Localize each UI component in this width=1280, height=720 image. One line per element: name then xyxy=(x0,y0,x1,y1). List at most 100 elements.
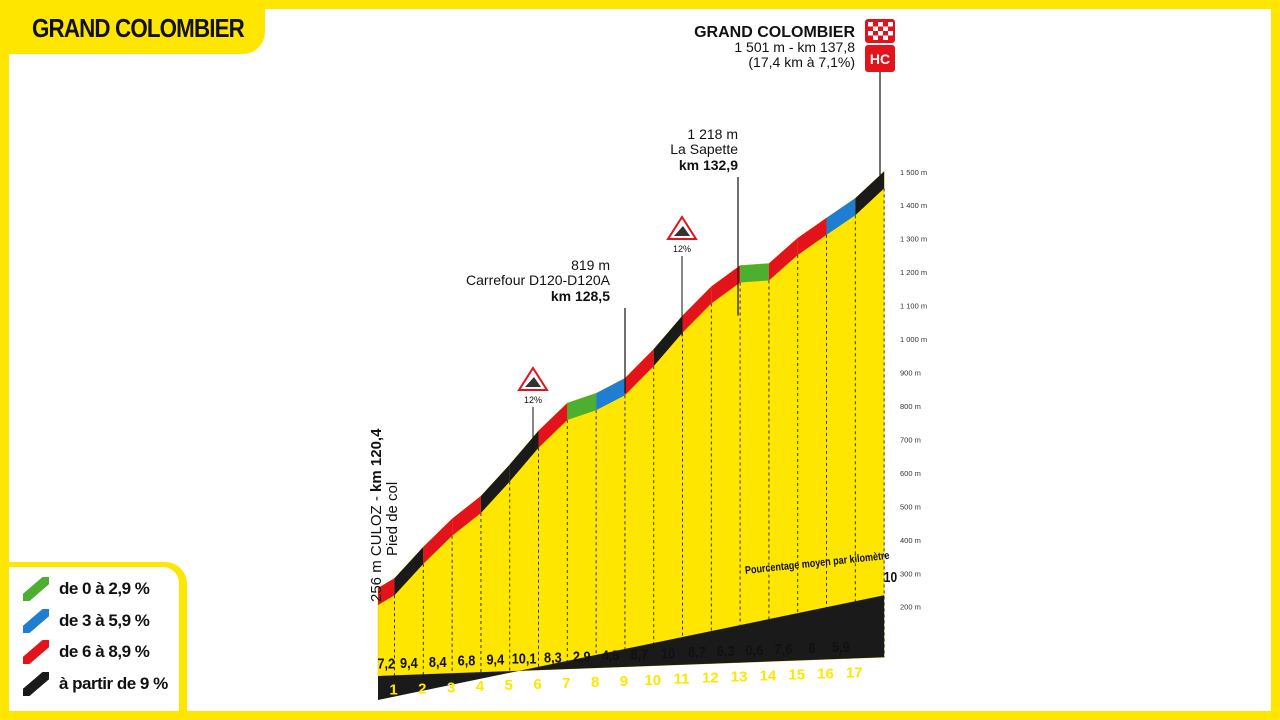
final-segment-gradient-label: 10 xyxy=(884,569,897,586)
km-label: 16 xyxy=(817,665,834,682)
flag-square xyxy=(883,26,888,31)
summit-climb-stats: (17,4 km à 7,1%) xyxy=(748,54,855,70)
gradient-segment xyxy=(624,349,654,396)
legend-item-3-6: de 3 à 5,9 % xyxy=(23,608,150,634)
flag-square xyxy=(878,31,883,36)
steep-sign xyxy=(666,215,698,240)
gradient-value-label: 6,8 xyxy=(458,652,476,669)
gradient-value-label: 8,7 xyxy=(688,643,706,660)
altitude-tick-label: 600 m xyxy=(900,469,921,478)
km-label: 9 xyxy=(620,673,628,690)
km-axis-band xyxy=(378,595,885,700)
gradient-segment xyxy=(538,402,568,448)
flag-square xyxy=(878,22,883,27)
category-label: HC xyxy=(870,51,890,67)
km-label: 1 xyxy=(389,681,397,698)
mountain-icon xyxy=(525,377,541,387)
legend-label: de 6 à 8,9 % xyxy=(59,642,150,661)
summit-altitude-km: 1 501 m - km 137,8 xyxy=(734,39,855,55)
altitude-tick-label: 1 400 m xyxy=(900,201,927,210)
flag-square xyxy=(873,26,878,31)
km-label: 4 xyxy=(476,678,485,695)
km-label: 6 xyxy=(533,676,541,693)
gradient-value-label: 8,7 xyxy=(630,645,648,662)
legend-label: à partir de 9 % xyxy=(59,674,168,693)
gradient-segment xyxy=(567,393,597,420)
km-label: 7 xyxy=(562,675,570,692)
legend-label: de 3 à 5,9 % xyxy=(59,611,150,630)
gradient-value-label: 6 xyxy=(809,639,816,656)
altitude-tick-label: 1 100 m xyxy=(900,302,927,311)
altitude-tick-label: 1 200 m xyxy=(900,268,927,277)
km-label: 2 xyxy=(418,680,426,697)
altitude-tick-label: 400 m xyxy=(900,536,921,545)
legend-panel: de 0 à 2,9 % de 3 à 5,9 % de 6 à 8,9 % à… xyxy=(9,567,179,711)
annotation-altitude: 819 m xyxy=(571,257,610,273)
altitude-tick-label: 900 m xyxy=(900,369,921,378)
km-label: 5 xyxy=(505,677,513,694)
km-label: 11 xyxy=(674,671,690,688)
gradient-value-label: 7,6 xyxy=(774,640,792,657)
gradient-value-label: 4,5 xyxy=(602,646,620,663)
gradient-segment xyxy=(740,263,769,283)
start-note-label: Pied de col xyxy=(384,482,401,556)
altitude-tick-label: 1 500 m xyxy=(900,168,927,177)
gradient-segment xyxy=(826,198,856,235)
summit-name: GRAND COLOMBIER xyxy=(694,24,855,41)
km-label: 15 xyxy=(788,666,805,683)
altitude-tick-label: 1 000 m xyxy=(900,335,927,344)
green-swatch-icon xyxy=(23,577,49,601)
gradient-value-label: 2,9 xyxy=(573,647,591,664)
km-label: 3 xyxy=(447,679,455,696)
km-label: 17 xyxy=(846,664,863,681)
flag-square xyxy=(873,35,878,40)
km-label: 14 xyxy=(760,668,777,685)
gradient-segment xyxy=(653,315,683,367)
steep-sign-label: 12% xyxy=(673,244,691,254)
black-swatch-icon xyxy=(23,672,49,696)
gradient-value-label: 7,2 xyxy=(377,655,395,672)
altitude-tick-label: 200 m xyxy=(900,603,921,612)
gradient-segment xyxy=(452,495,481,536)
annotation-place: La Sapette xyxy=(670,141,738,157)
altitude-tick-label: 1 300 m xyxy=(900,235,927,244)
gradient-value-label: 0,6 xyxy=(746,641,764,658)
gradient-value-label: 8,3 xyxy=(544,649,562,666)
gradient-segment xyxy=(596,378,625,411)
altitude-tick-label: 800 m xyxy=(900,402,921,411)
page-title: GRAND COLOMBIER xyxy=(32,13,245,43)
gradient-value-label: 5,9 xyxy=(832,638,850,655)
checkered-flag-icon xyxy=(865,19,895,43)
gradient-value-label: 10 xyxy=(661,644,675,661)
gradient-segment xyxy=(711,265,741,304)
start-altitude-name: 256 m CULOZ - xyxy=(368,492,385,602)
gradient-segment xyxy=(797,217,827,256)
gradient-segment xyxy=(509,430,539,482)
km-label: 8 xyxy=(591,674,599,691)
flag-square xyxy=(868,22,873,27)
gradient-segment xyxy=(394,546,424,596)
flag-square xyxy=(888,22,893,27)
gradient-value-label: 8,4 xyxy=(429,653,447,670)
altitude-tick-label: 500 m xyxy=(900,502,921,511)
blue-swatch-icon xyxy=(23,609,49,633)
category-badge xyxy=(865,45,895,72)
annotation-place: Carrefour D120-D120A xyxy=(466,272,611,288)
flag-square xyxy=(883,35,888,40)
gradient-segment xyxy=(378,578,395,605)
steep-sign xyxy=(517,366,549,391)
red-swatch-icon xyxy=(23,640,49,664)
legend-label: de 0 à 2,9 % xyxy=(59,579,150,598)
gradient-value-label: 9,4 xyxy=(400,654,418,671)
flag-square xyxy=(868,31,873,36)
km-label: 12 xyxy=(702,670,719,687)
gradient-value-label: 6,3 xyxy=(717,642,735,659)
altitude-tick-label: 700 m xyxy=(900,435,921,444)
start-location-label: 256 m CULOZ - km 120,4 xyxy=(368,428,385,602)
steep-sign-label: 12% xyxy=(524,395,542,405)
gradient-segment xyxy=(855,171,885,216)
gradient-legend: de 0 à 2,9 % de 3 à 5,9 % de 6 à 8,9 % à… xyxy=(0,562,187,720)
mountain-icon xyxy=(674,226,690,236)
annotation-km: km 132,9 xyxy=(679,157,738,173)
